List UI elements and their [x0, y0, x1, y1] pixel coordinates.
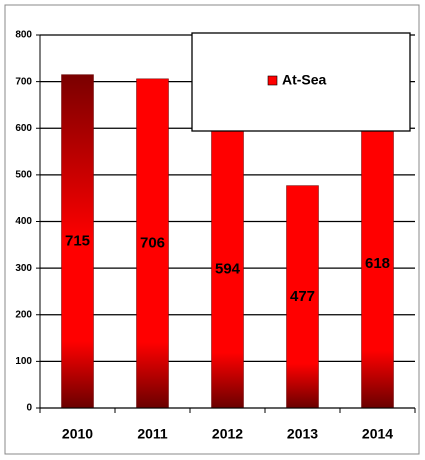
- data-label: 618: [365, 255, 390, 272]
- legend-swatch: [267, 75, 278, 86]
- data-label: 715: [65, 232, 90, 249]
- bar: [286, 185, 319, 409]
- y-tick-label: 100: [15, 356, 32, 367]
- data-label: 706: [140, 234, 165, 251]
- y-tick-label: 0: [26, 403, 32, 414]
- y-tick-label: 500: [15, 170, 32, 181]
- y-tick-label: 400: [15, 216, 32, 227]
- bar: [61, 74, 94, 409]
- y-tick-label: 300: [15, 263, 32, 274]
- data-label: 477: [290, 288, 315, 305]
- y-tick-label: 600: [15, 123, 32, 134]
- data-label: 594: [215, 260, 241, 277]
- x-tick-label: 2010: [62, 426, 93, 442]
- x-tick-label: 2011: [137, 426, 168, 442]
- y-tick-label: 700: [15, 76, 32, 87]
- legend-box: [191, 32, 411, 132]
- legend-label: At-Sea: [282, 72, 327, 88]
- bar: [211, 130, 244, 409]
- x-tick-label: 2013: [287, 426, 318, 442]
- y-tick-label: 200: [15, 309, 32, 320]
- x-tick-label: 2014: [362, 426, 393, 442]
- x-tick-label: 2012: [212, 426, 243, 442]
- y-tick-label: 800: [15, 30, 32, 41]
